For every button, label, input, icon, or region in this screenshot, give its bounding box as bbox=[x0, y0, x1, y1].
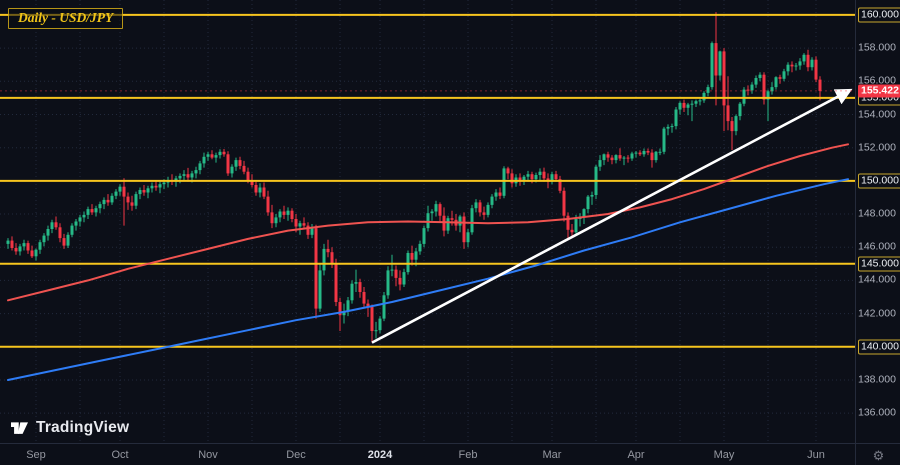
key-level-lines[interactable] bbox=[0, 13, 855, 348]
time-axis-label: Feb bbox=[458, 449, 478, 461]
trendline-annotation[interactable] bbox=[371, 88, 853, 344]
price-axis-label: 146.000 bbox=[858, 240, 896, 253]
time-axis-label: Oct bbox=[111, 449, 129, 461]
time-axis[interactable]: Sep Oct Nov Dec 2024 Feb Mar Apr May Jun bbox=[0, 443, 855, 465]
tradingview-watermark[interactable]: TradingView bbox=[10, 419, 129, 437]
axis-corner: ⚙ bbox=[855, 443, 900, 465]
price-axis-label: 152.000 bbox=[858, 141, 896, 154]
time-axis-label: Mar bbox=[542, 449, 562, 461]
time-axis-label: Nov bbox=[198, 449, 218, 461]
tradingview-brand-text: TradingView bbox=[36, 419, 130, 436]
price-axis-label: 156.000 bbox=[858, 74, 896, 87]
price-axis-label: 136.000 bbox=[858, 406, 896, 419]
price-axis-label: 138.000 bbox=[858, 373, 896, 386]
ma-red-line[interactable] bbox=[7, 143, 849, 302]
current-price-label: 155.422 bbox=[858, 84, 900, 98]
price-axis-label: 158.000 bbox=[858, 41, 896, 54]
time-axis-label: Jun bbox=[807, 449, 825, 461]
price-axis-label: 144.000 bbox=[858, 273, 896, 286]
chart-title: Daily - USD/JPY bbox=[8, 8, 124, 29]
candlestick-series[interactable] bbox=[6, 12, 822, 343]
price-level-label: 140.000 bbox=[858, 339, 900, 355]
tradingview-logo-icon bbox=[11, 421, 28, 434]
settings-gear-icon[interactable]: ⚙ bbox=[872, 447, 885, 463]
price-level-label: 145.000 bbox=[858, 256, 900, 272]
time-axis-label: 2024 bbox=[367, 449, 393, 461]
time-axis-label: Dec bbox=[286, 449, 306, 461]
price-axis-label: 142.000 bbox=[858, 307, 896, 320]
time-axis-label: May bbox=[713, 449, 735, 461]
price-axis-label: 154.000 bbox=[858, 108, 896, 120]
time-axis-label: Apr bbox=[627, 449, 645, 461]
price-level-label: 160.000 bbox=[858, 7, 900, 23]
price-axis[interactable]: 136.000 138.000 142.000 144.000 146.000 148.0… bbox=[855, 0, 900, 443]
ma-blue-line[interactable] bbox=[7, 178, 849, 381]
time-axis-label: Sep bbox=[26, 449, 46, 461]
price-axis-label: 148.000 bbox=[858, 207, 896, 220]
price-level-label: 150.000 bbox=[858, 173, 900, 189]
